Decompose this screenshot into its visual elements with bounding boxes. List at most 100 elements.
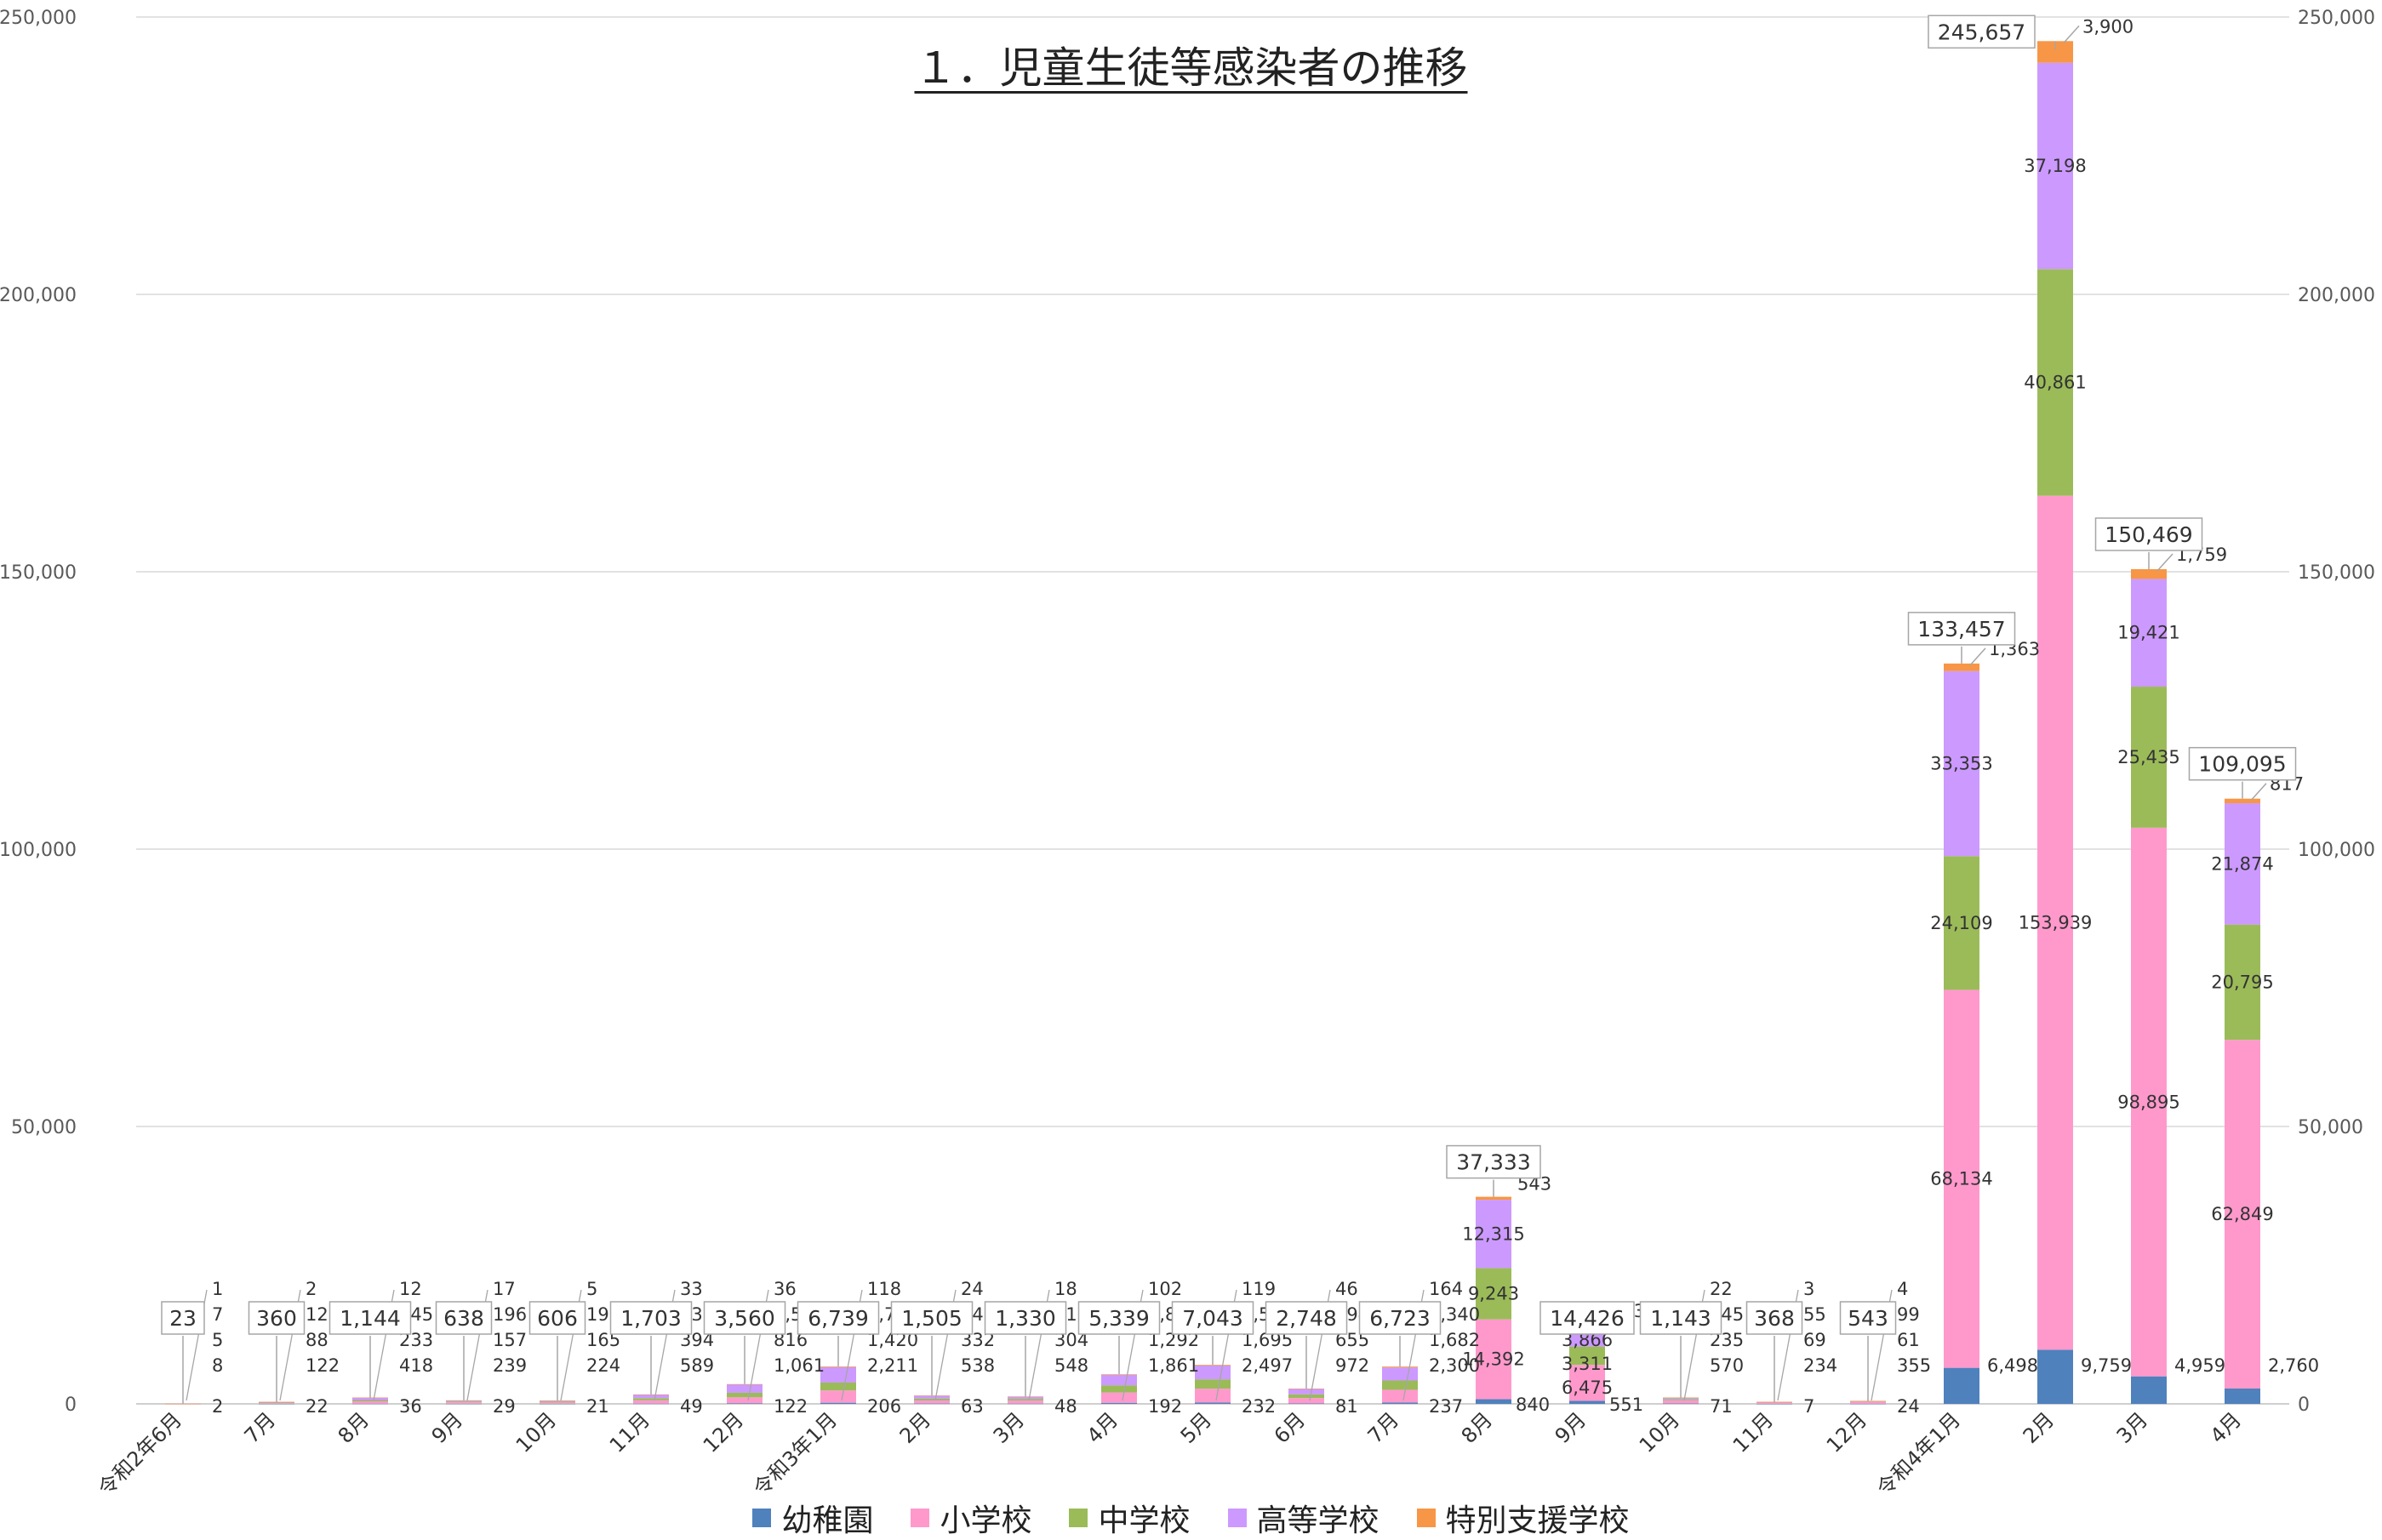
- x-tick-label: 4月: [2206, 1407, 2247, 1448]
- data-label: 5: [586, 1279, 597, 1299]
- data-label: 21,874: [2211, 853, 2273, 874]
- data-label: 538: [961, 1355, 995, 1376]
- data-label: 122: [774, 1396, 808, 1417]
- bar-segment: [1195, 1365, 1231, 1380]
- bar-segment: [446, 1401, 482, 1403]
- data-label: 69: [1803, 1330, 1826, 1350]
- data-label: 2,497: [1242, 1355, 1293, 1376]
- data-label: 19,421: [2117, 623, 2179, 643]
- data-label: 22: [1710, 1279, 1733, 1299]
- legend-label: 幼稚園: [781, 1503, 874, 1538]
- data-label: 118: [867, 1279, 901, 1299]
- bar-segment: [2225, 798, 2260, 804]
- bar-segment: [352, 1397, 388, 1400]
- bar-segment: [633, 1400, 669, 1404]
- data-label: 18: [1054, 1279, 1077, 1299]
- data-label: 71: [1710, 1396, 1733, 1417]
- legend-item: 小学校: [911, 1496, 1031, 1540]
- x-tick-label: 7月: [1363, 1407, 1404, 1448]
- bar-segment: [1850, 1403, 1886, 1405]
- data-label: 1,861: [1148, 1355, 1199, 1376]
- total-label: 14,426: [1550, 1306, 1624, 1331]
- data-label: 4,959: [2174, 1355, 2225, 1376]
- bar-segment: [1382, 1389, 1418, 1403]
- data-label: 3,311: [1562, 1354, 1613, 1374]
- x-tick-label: 11月: [605, 1407, 654, 1457]
- total-callout-box: [161, 1301, 205, 1335]
- bar-segment: [540, 1400, 575, 1402]
- bar-segment: [1288, 1389, 1324, 1395]
- bar-segment: [446, 1400, 482, 1402]
- data-label: 12: [399, 1279, 422, 1299]
- legend-item: 特別支援学校: [1416, 1496, 1630, 1540]
- data-label: 206: [867, 1396, 901, 1417]
- x-tick-label: 2月: [2019, 1407, 2059, 1448]
- data-label: 355: [1897, 1355, 1931, 1376]
- bar-segment: [1569, 1400, 1605, 1404]
- total-callout-box: [1265, 1301, 1348, 1335]
- legend-swatch: [752, 1509, 772, 1527]
- data-label: 68,134: [1930, 1169, 1992, 1189]
- bar-segment: [2225, 1389, 2260, 1404]
- data-label: 24: [961, 1279, 984, 1299]
- legend-swatch: [1227, 1509, 1247, 1527]
- bar-segment: [1663, 1397, 1699, 1399]
- data-label: 232: [1242, 1396, 1276, 1417]
- total-label: 7,043: [1182, 1306, 1243, 1331]
- data-label: 40,861: [2024, 372, 2086, 392]
- total-label: 133,457: [1917, 617, 2005, 642]
- bar-segment: [633, 1398, 669, 1400]
- bar-segment: [259, 1402, 294, 1404]
- data-label: 98,895: [2117, 1092, 2179, 1112]
- bar-segment: [259, 1403, 294, 1404]
- y-tick-label-right: 50,000: [2298, 1117, 2363, 1138]
- data-label: 81: [1335, 1396, 1358, 1417]
- total-callout-box: [328, 1301, 412, 1335]
- data-label: 21: [586, 1396, 609, 1417]
- bar-segment: [2131, 568, 2167, 579]
- bar-segment: [820, 1390, 856, 1403]
- total-label: 150,469: [2105, 522, 2192, 547]
- bar-segment: [352, 1400, 388, 1402]
- bar-segment: [2037, 62, 2073, 270]
- y-tick-label-right: 250,000: [2298, 8, 2375, 29]
- total-label: 23: [169, 1306, 197, 1331]
- legend-label: 特別支援学校: [1445, 1503, 1630, 1538]
- x-tick-label: 12月: [699, 1407, 748, 1457]
- bar-segment: [1101, 1374, 1137, 1375]
- y-tick-label-right: 100,000: [2298, 840, 2375, 861]
- bar-segment: [1476, 1268, 1511, 1320]
- bar-segment: [540, 1401, 575, 1403]
- bar-segment: [446, 1402, 482, 1404]
- bar-segment: [2131, 827, 2167, 1377]
- bar-segment: [820, 1402, 856, 1404]
- data-label: 8: [212, 1355, 223, 1376]
- data-label: 17: [493, 1279, 516, 1299]
- bar-segment: [914, 1400, 950, 1404]
- data-label: 20,795: [2211, 972, 2273, 992]
- total-label: 1,703: [620, 1306, 682, 1331]
- bar-segment: [540, 1403, 575, 1405]
- data-label: 3,900: [2082, 16, 2134, 37]
- bar-segment: [1101, 1392, 1137, 1403]
- bar-segment: [1382, 1402, 1418, 1404]
- data-label: 418: [399, 1355, 433, 1376]
- bar-segment: [1663, 1403, 1699, 1405]
- data-label: 2,760: [2268, 1355, 2319, 1376]
- bar-segment: [1008, 1396, 1043, 1397]
- bar-segment: [727, 1397, 763, 1404]
- total-callout-box: [528, 1301, 586, 1335]
- total-callout-box: [703, 1301, 786, 1335]
- bar-segment: [1382, 1366, 1418, 1368]
- bar-segment: [1476, 1196, 1511, 1201]
- total-label: 3,560: [714, 1306, 775, 1331]
- total-callout-box: [248, 1301, 306, 1335]
- data-label: 33,353: [1930, 753, 1992, 773]
- data-label: 36: [399, 1396, 422, 1417]
- data-label: 5: [212, 1330, 223, 1350]
- data-label: 157: [493, 1330, 527, 1350]
- data-label: 237: [1429, 1396, 1463, 1417]
- bar-segment: [633, 1395, 669, 1399]
- total-label: 638: [443, 1306, 484, 1331]
- x-tick-label: 12月: [1822, 1407, 1871, 1457]
